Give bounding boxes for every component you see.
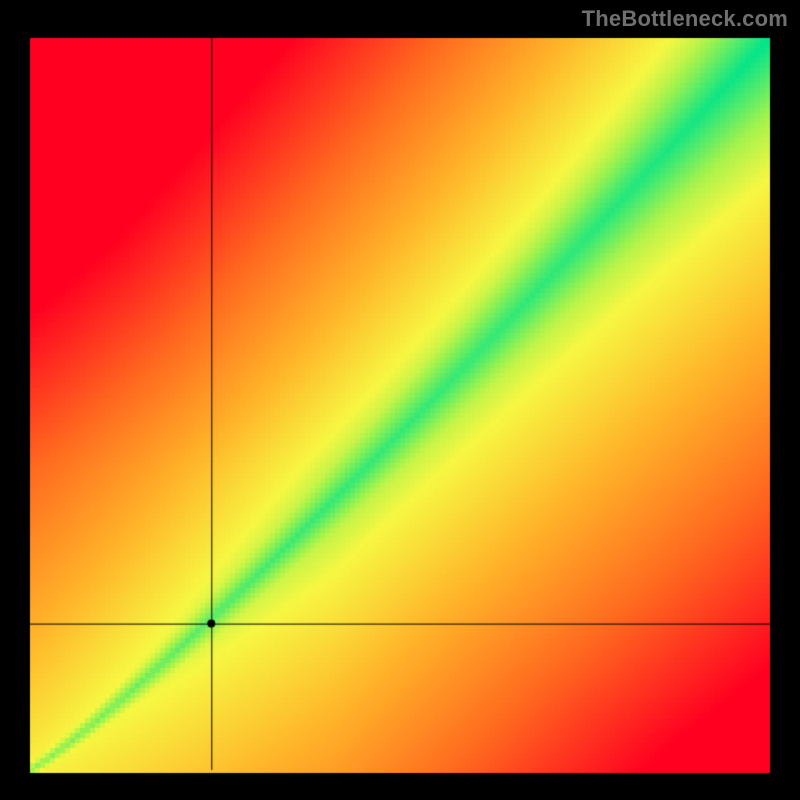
watermark-text: TheBottleneck.com: [582, 6, 788, 32]
chart-container: TheBottleneck.com: [0, 0, 800, 800]
bottleneck-heatmap-canvas: [0, 0, 800, 800]
